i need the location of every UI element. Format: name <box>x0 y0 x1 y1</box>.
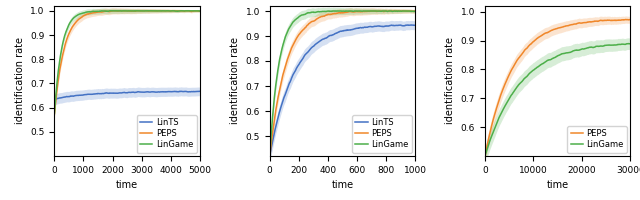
PEPS <box>196 10 204 12</box>
PEPS <box>595 20 602 22</box>
Y-axis label: identification rate: identification rate <box>230 38 240 124</box>
LinGame <box>98 10 106 12</box>
LinGame <box>65 23 73 25</box>
LinTS <box>150 91 158 93</box>
Legend: LinTS, PEPS, LinGame: LinTS, PEPS, LinGame <box>352 115 412 153</box>
Line: LinGame: LinGame <box>54 11 200 114</box>
LinTS <box>344 29 352 31</box>
PEPS <box>367 10 375 12</box>
LinGame <box>581 47 589 50</box>
PEPS <box>496 97 504 99</box>
LinGame <box>109 10 117 12</box>
LinGame <box>496 115 504 117</box>
LinTS <box>196 90 204 92</box>
PEPS <box>164 10 172 12</box>
PEPS <box>545 31 553 33</box>
Y-axis label: identification rate: identification rate <box>445 38 455 124</box>
PEPS <box>621 18 629 21</box>
LinGame <box>627 43 634 45</box>
LinGame <box>164 10 172 12</box>
LinTS <box>408 24 416 26</box>
LinTS <box>266 155 273 157</box>
PEPS <box>266 156 273 158</box>
LinGame <box>625 42 632 45</box>
PEPS <box>109 10 117 12</box>
LinGame <box>345 10 353 12</box>
LinTS <box>65 95 73 98</box>
PEPS <box>581 21 589 24</box>
LinTS <box>166 90 174 93</box>
LinGame <box>595 45 602 48</box>
LinGame <box>412 10 419 13</box>
PEPS <box>408 10 416 12</box>
PEPS <box>540 33 548 35</box>
Legend: PEPS, LinGame: PEPS, LinGame <box>567 126 627 153</box>
LinGame <box>353 10 360 12</box>
PEPS <box>167 10 175 12</box>
PEPS <box>51 113 58 115</box>
PEPS <box>353 10 360 13</box>
PEPS <box>109 10 117 12</box>
Line: PEPS: PEPS <box>54 11 200 114</box>
LinGame <box>336 10 344 12</box>
LinGame <box>408 10 416 12</box>
LinGame <box>545 59 553 61</box>
LinTS <box>408 24 415 26</box>
LinGame <box>325 10 333 12</box>
Legend: LinTS, PEPS, LinGame: LinTS, PEPS, LinGame <box>137 115 196 153</box>
Line: LinGame: LinGame <box>485 44 630 156</box>
X-axis label: time: time <box>547 180 569 190</box>
PEPS <box>597 19 605 22</box>
LinGame <box>385 10 393 12</box>
LinGame <box>167 10 175 12</box>
LinGame <box>481 155 489 157</box>
PEPS <box>336 11 344 14</box>
X-axis label: time: time <box>332 180 353 190</box>
LinTS <box>164 90 172 93</box>
Line: LinGame: LinGame <box>269 11 415 156</box>
PEPS <box>385 10 393 12</box>
Line: LinTS: LinTS <box>54 91 200 100</box>
LinTS <box>336 30 344 33</box>
Line: PEPS: PEPS <box>269 11 415 157</box>
LinGame <box>335 10 343 12</box>
PEPS <box>65 32 73 34</box>
PEPS <box>115 10 122 12</box>
Line: LinTS: LinTS <box>269 25 415 156</box>
LinGame <box>150 10 158 12</box>
PEPS <box>412 10 419 12</box>
X-axis label: time: time <box>116 180 138 190</box>
LinTS <box>335 31 342 33</box>
LinTS <box>196 90 204 92</box>
Y-axis label: identification rate: identification rate <box>15 38 25 124</box>
Line: PEPS: PEPS <box>485 20 630 156</box>
PEPS <box>335 12 342 14</box>
LinTS <box>353 27 360 30</box>
LinTS <box>115 92 122 94</box>
LinGame <box>115 10 122 12</box>
LinGame <box>266 155 273 157</box>
LinGame <box>196 10 204 12</box>
LinTS <box>109 92 117 94</box>
PEPS <box>481 155 489 157</box>
PEPS <box>344 11 352 13</box>
LinTS <box>412 24 419 27</box>
PEPS <box>627 19 634 21</box>
LinGame <box>51 112 58 115</box>
LinTS <box>385 25 393 27</box>
LinGame <box>597 45 605 47</box>
LinGame <box>540 62 548 64</box>
LinTS <box>51 98 58 101</box>
PEPS <box>150 10 158 12</box>
